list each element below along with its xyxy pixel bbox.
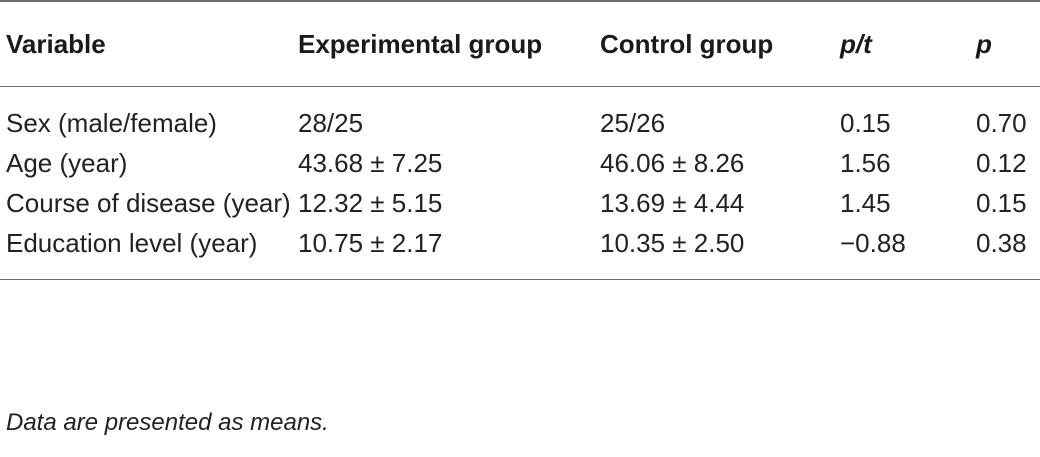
table-body: Sex (male/female) 28/25 25/26 0.15 0.70 … — [0, 87, 1040, 280]
data-table-container: Variable Experimental group Control grou… — [0, 1, 1040, 280]
cell-control: 10.35 ± 2.50 — [600, 228, 745, 258]
header-p-t: p/t — [840, 29, 872, 59]
cell-p: 0.12 — [976, 148, 1027, 178]
data-table: Variable Experimental group Control grou… — [0, 1, 1040, 280]
header-row: Variable Experimental group Control grou… — [0, 1, 1040, 87]
cell-variable: Age (year) — [6, 148, 128, 178]
cell-control: 25/26 — [600, 108, 666, 138]
cell-p: 0.15 — [976, 188, 1027, 218]
cell-p: 0.70 — [976, 108, 1027, 138]
cell-p-t: −0.88 — [840, 228, 906, 258]
cell-experimental: 12.32 ± 5.15 — [298, 188, 443, 218]
table-row: Sex (male/female) 28/25 25/26 0.15 0.70 — [0, 87, 1040, 144]
cell-p-t: 1.45 — [840, 188, 891, 218]
table-row: Course of disease (year) 12.32 ± 5.15 13… — [0, 183, 1040, 223]
cell-experimental: 10.75 ± 2.17 — [298, 228, 443, 258]
header-p: p — [976, 29, 992, 59]
header-variable: Variable — [6, 29, 106, 59]
cell-variable: Sex (male/female) — [6, 108, 217, 138]
table-header: Variable Experimental group Control grou… — [0, 1, 1040, 87]
cell-experimental: 28/25 — [298, 108, 364, 138]
cell-p-t: 1.56 — [840, 148, 891, 178]
table-row: Age (year) 43.68 ± 7.25 46.06 ± 8.26 1.5… — [0, 143, 1040, 183]
cell-control: 13.69 ± 4.44 — [600, 188, 745, 218]
cell-p-t: 0.15 — [840, 108, 891, 138]
cell-variable: Course of disease (year) — [6, 188, 291, 218]
cell-p: 0.38 — [976, 228, 1027, 258]
cell-variable: Education level (year) — [6, 228, 258, 258]
header-experimental-group: Experimental group — [298, 29, 543, 59]
table-footnote: Data are presented as means. — [6, 409, 329, 436]
header-control-group: Control group — [600, 29, 774, 59]
cell-control: 46.06 ± 8.26 — [600, 148, 745, 178]
cell-experimental: 43.68 ± 7.25 — [298, 148, 443, 178]
table-row: Education level (year) 10.75 ± 2.17 10.3… — [0, 223, 1040, 280]
